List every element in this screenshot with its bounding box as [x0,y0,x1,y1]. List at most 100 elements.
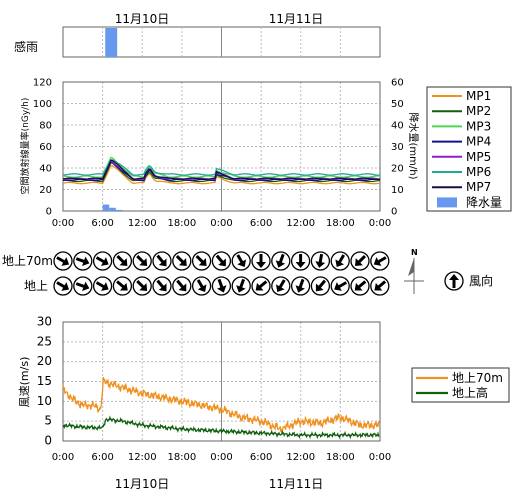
dose-left-tick-5: 100 [33,99,52,110]
date-label-bottom-2: 11月11日 [269,477,324,491]
wind-dir-70m-arrow-8 [211,251,232,271]
dose-right-tick-6: 60 [391,78,404,89]
dose-legend-label-5: MP6 [466,165,491,179]
wind-dir-70m-arrow-6 [172,251,192,271]
dose-x-tick-5: 6:00 [250,218,272,229]
wind-dir-ground-arrow-8 [211,276,232,296]
dose-x-tick-2: 12:00 [128,218,157,229]
rain-sense-label: 感雨 [14,39,38,54]
wind-speed-y-axis-label: 風速(m/s) [18,357,31,408]
wind-dir-ground-arrow-9 [231,276,251,296]
wind-dir-70m-arrow-5 [152,251,172,271]
dose-legend-label-3: MP4 [466,135,491,149]
wind-dir-ground-arrow-12 [290,276,311,296]
dose-left-axis-label: 空間放射線量率(nGy/h) [19,98,31,195]
dose-legend-swatch-7 [437,197,457,208]
wind-speed-y-tick-2: 10 [37,394,52,408]
wind-dir-ground-arrow-14 [330,276,350,296]
wind-dir-ground-arrow-5 [152,276,172,296]
wind-dir-70m-arrow-9 [231,251,251,271]
dose-legend-label-0: MP1 [466,89,491,103]
wind-speed-y-tick-0: 0 [44,434,52,448]
wind-speed-y-tick-6: 30 [37,315,52,329]
dose-right-tick-4: 40 [391,121,404,132]
wind-dir-70m-arrow-2 [92,251,113,271]
wind-speed-y-tick-3: 15 [37,374,52,388]
wind-dir-ground-arrow-3 [112,276,133,296]
wind-speed-x-tick-6: 12:00 [286,452,315,463]
wind-dir-row2 [53,276,390,296]
wind-dir-ground-arrow-0 [53,276,73,296]
wind-speed-chart: 0 5 10 15 20 25 30 [37,315,381,448]
dose-series-mp7 [62,159,381,181]
wind-speed-y-tick-4: 20 [37,354,52,368]
wind-dir-legend-icon [444,271,464,291]
dose-left-tick-2: 40 [39,164,52,175]
dose-left-tick-3: 60 [39,142,52,153]
wind-dir-ground-arrow-13 [310,276,331,296]
dose-right-tick-2: 20 [391,164,404,175]
dose-right-tick-1: 10 [391,185,404,196]
dose-x-tick-1: 6:00 [91,218,113,229]
rain-sense-panel [62,26,381,58]
dose-legend-label-6: MP7 [466,180,491,194]
dose-x-tick-7: 18:00 [326,218,355,229]
date-label-top-1: 11月10日 [115,12,170,26]
wind-dir-row2-label: 地上 [24,279,48,293]
wind-dir-ground-arrow-4 [132,276,152,296]
dose-right-axis-label: 降水量(mm/h) [407,113,420,180]
date-label-bottom-1: 11月10日 [115,477,170,491]
wind-dir-70m-arrow-13 [310,251,331,271]
wind-speed-legend-label-1: 地上高 [452,385,488,400]
dose-series-mp1 [62,164,381,185]
dose-x-tick-8: 0:00 [369,218,391,229]
dose-right-tick-0: 0 [391,207,397,218]
wind-speed-x-tick-3: 18:00 [167,452,196,463]
dose-chart: 0 20 40 60 80 100 120 0 10 20 30 40 50 60 [33,78,404,218]
wind-dir-70m-arrow-11 [271,251,291,271]
dose-left-tick-6: 120 [33,78,52,89]
wind-speed-x-tick-2: 12:00 [128,452,157,463]
wind-dir-70m-arrow-1 [73,251,93,271]
wind-dir-ground-arrow-7 [191,276,212,296]
wind-speed-x-tick-4: 0:00 [210,452,232,463]
dose-x-tick-4: 0:00 [210,218,232,229]
wind-dir-70m-arrow-10 [251,251,271,271]
wind-dir-ground-arrow-11 [271,276,291,296]
wind-dir-ground-arrow-1 [73,276,93,296]
wind-speed-series-70m [62,377,380,434]
dose-x-tick-0: 0:00 [52,218,74,229]
dose-x-tick-6: 12:00 [286,218,315,229]
date-label-top-2: 11月11日 [269,12,324,26]
rain-sense-bar-0 [105,28,118,57]
wind-speed-x-tick-0: 0:00 [52,452,74,463]
wind-speed-x-tick-8: 0:00 [369,452,391,463]
wind-speed-x-tick-5: 6:00 [250,452,272,463]
wind-dir-row1 [53,251,390,271]
wind-speed-y-tick-1: 5 [44,414,52,428]
wind-dir-ground-arrow-10 [251,276,271,296]
dose-series-mp6 [62,158,380,176]
wind-dir-ground-arrow-6 [172,276,192,296]
wind-speed-x-ticks: 0:00 6:00 12:00 18:00 0:00 6:00 12:00 18:00 0:00 [52,452,391,463]
dose-right-tick-5: 50 [391,99,404,110]
wind-speed-x-tick-7: 18:00 [326,452,355,463]
wind-dir-ground-arrow-15 [350,276,370,296]
north-label: N [411,248,418,257]
wind-dir-70m-arrow-12 [290,251,311,271]
dose-legend-label-2: MP3 [466,119,491,133]
wind-dir-70m-arrow-3 [112,251,133,271]
dose-left-tick-1: 20 [39,185,52,196]
wind-dir-legend-label: 風向 [469,273,493,288]
wind-dir-70m-arrow-0 [53,251,73,271]
wind-speed-x-tick-1: 6:00 [91,452,113,463]
dose-legend-label-1: MP2 [466,104,491,118]
precip-bar-0 [102,204,110,211]
dose-x-tick-3: 18:00 [167,218,196,229]
dose-x-ticks: 0:00 6:00 12:00 18:00 0:00 6:00 12:00 18:00 0:00 [52,218,391,229]
dose-left-tick-0: 0 [46,207,52,218]
north-compass-icon: N [404,248,424,294]
wind-dir-70m-arrow-7 [191,251,212,271]
